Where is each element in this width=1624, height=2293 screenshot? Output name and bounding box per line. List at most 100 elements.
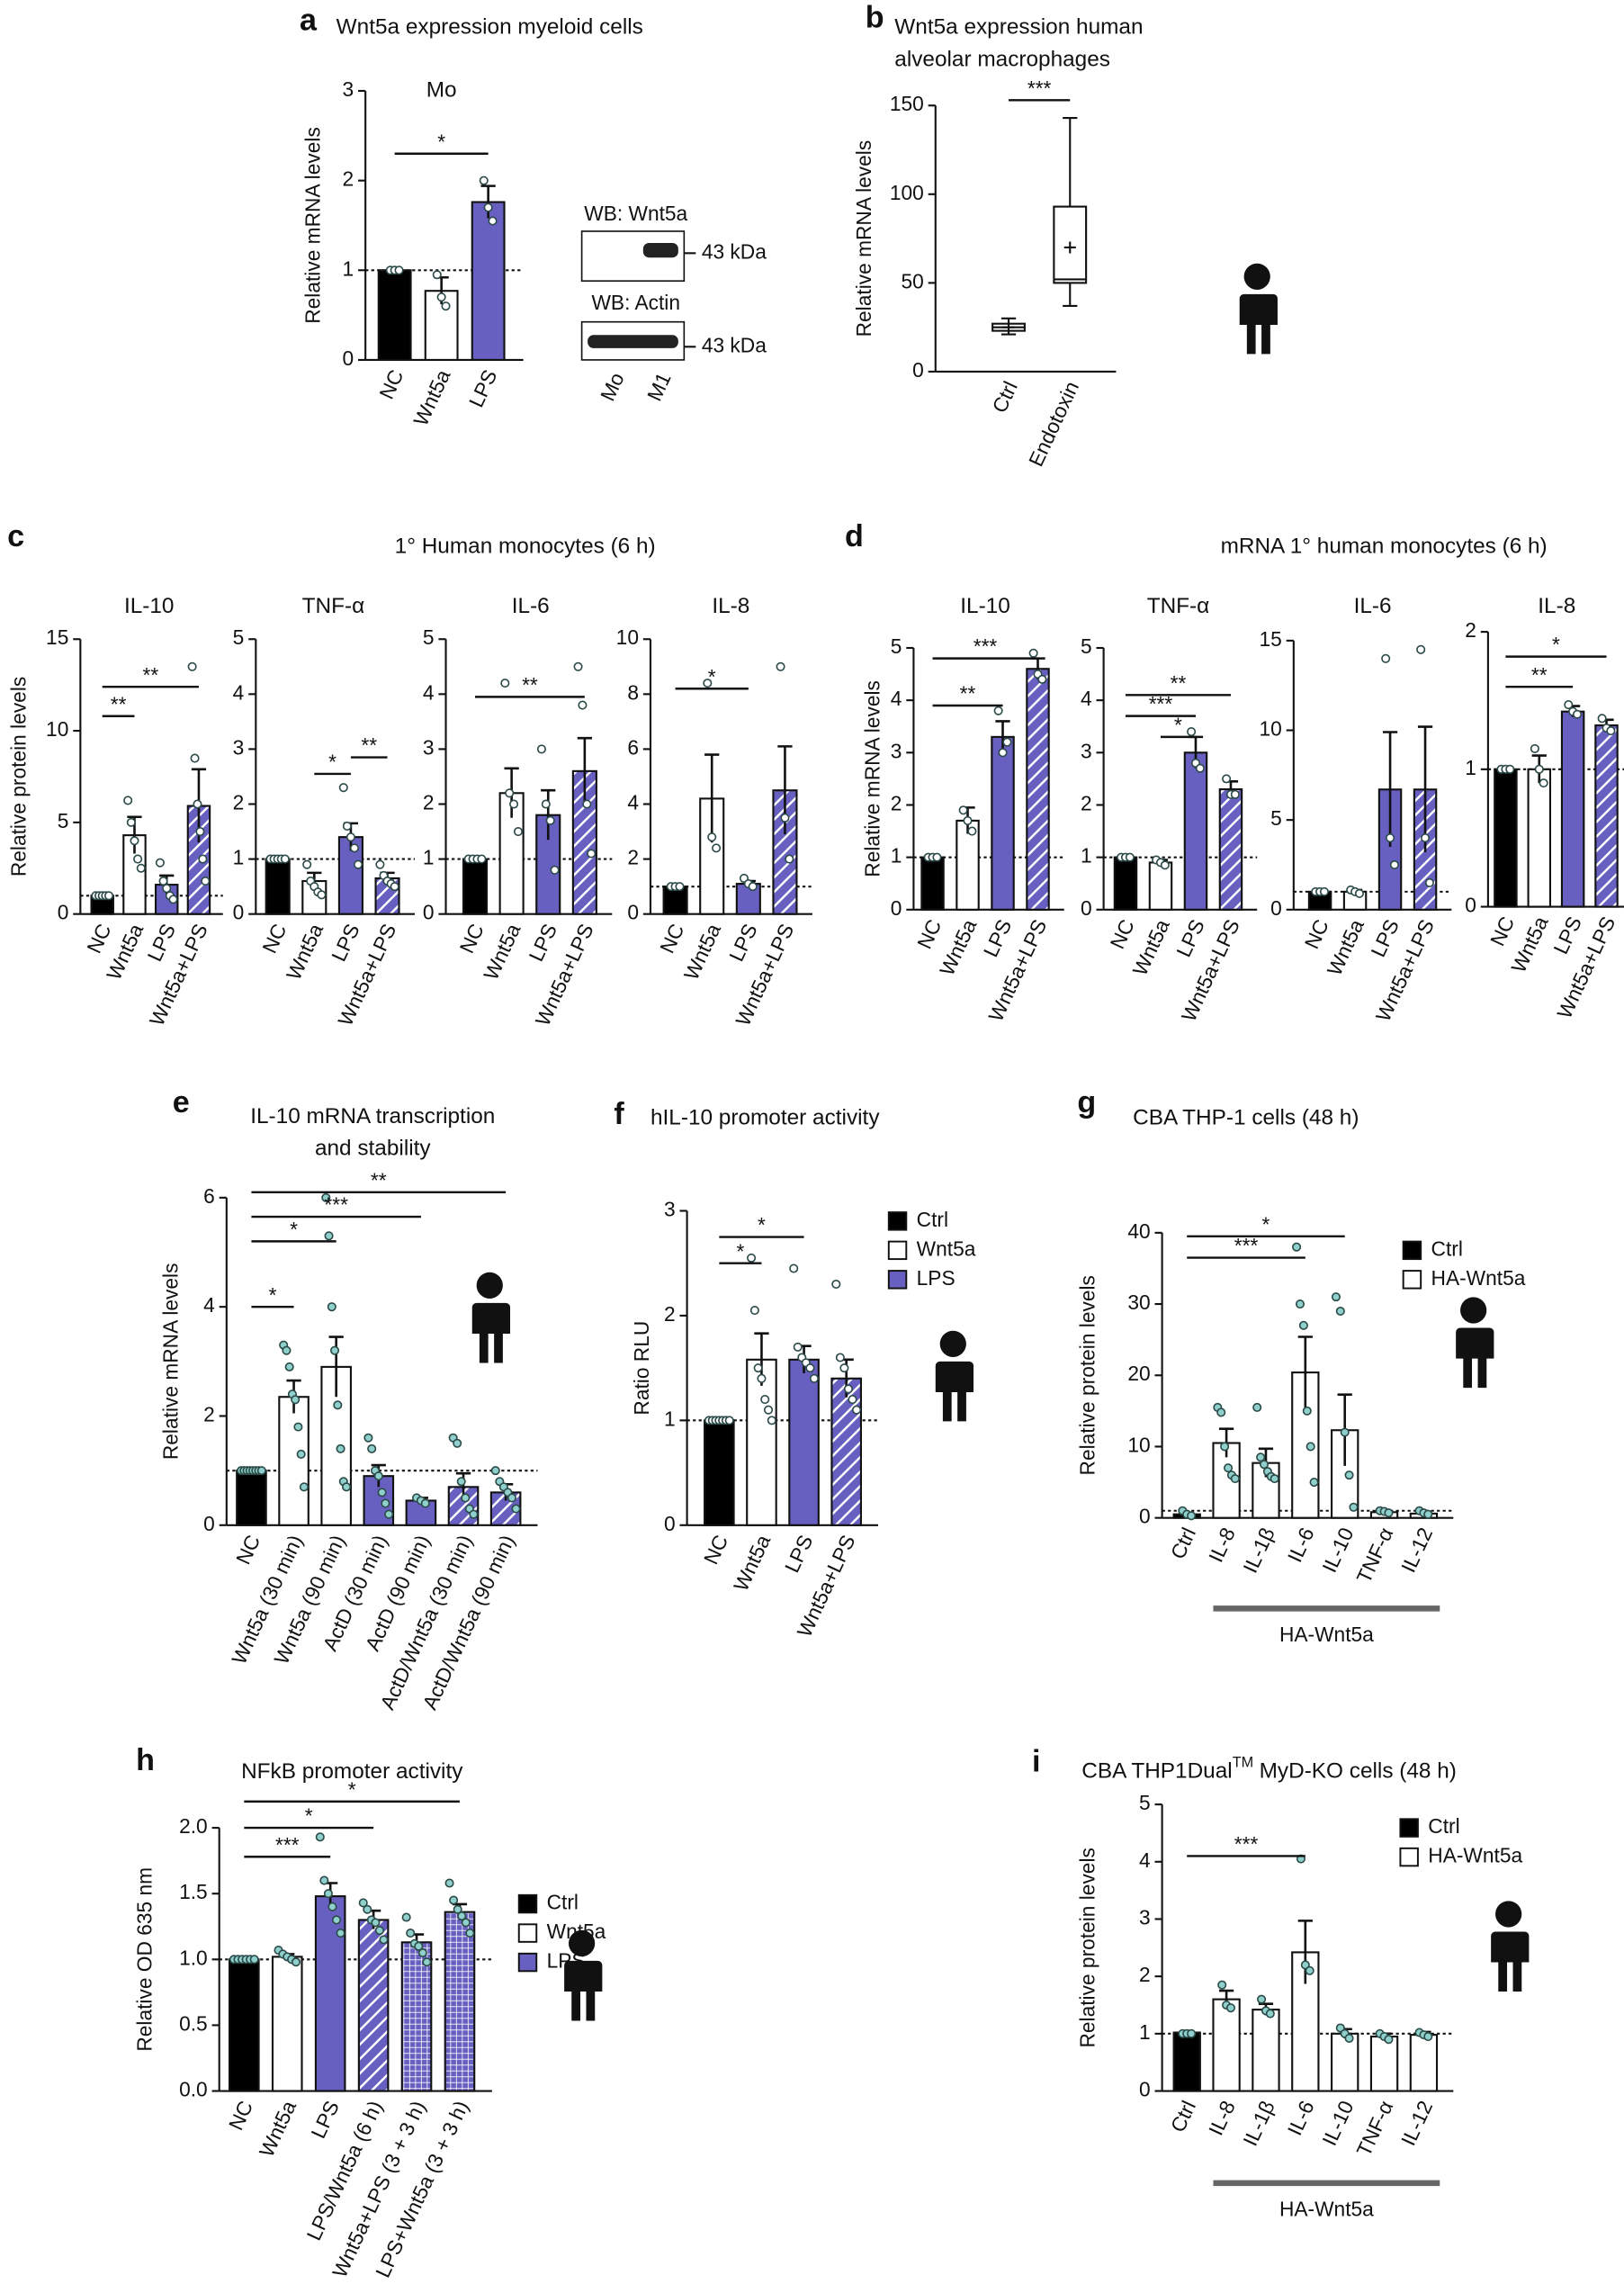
data-point	[453, 1438, 462, 1448]
western-blot: WB: Wnt5a 43 kDa WB: Actin 43 kDa Mo M1	[580, 202, 767, 404]
data-point	[1354, 888, 1364, 898]
data-point	[488, 216, 498, 226]
panel-letter: d	[845, 519, 864, 553]
data-point	[958, 805, 968, 815]
y-tick-label: 15	[1260, 627, 1282, 651]
data-point	[582, 799, 592, 809]
legend-swatch	[887, 1211, 908, 1231]
x-tick-label: IL-6	[1283, 2097, 1319, 2139]
data-point	[333, 1400, 343, 1410]
bar-hatch	[1596, 726, 1617, 906]
data-point	[201, 876, 211, 886]
data-point	[763, 1405, 774, 1415]
panel-letter: e	[173, 1085, 190, 1120]
data-point	[198, 854, 208, 864]
y-tick-label: 50	[901, 269, 923, 292]
data-point	[789, 1263, 799, 1273]
blot-label: WB: Actin	[591, 291, 680, 314]
y-tick-label: 2	[423, 791, 435, 814]
y-tick-label: 2	[627, 846, 639, 869]
data-point	[461, 1918, 471, 1928]
blot-band	[588, 335, 678, 348]
y-tick-label: 4	[233, 680, 245, 704]
data-point	[1298, 1320, 1308, 1330]
data-point	[330, 1345, 340, 1355]
blot-size: 43 kDa	[702, 333, 767, 356]
y-tick-label: 0	[1081, 896, 1092, 920]
data-point	[724, 1416, 734, 1425]
bar	[1331, 2032, 1359, 2092]
panel-heading: NFkB promoter activity	[241, 1759, 463, 1784]
data-point	[449, 1895, 459, 1905]
y-tick-label: 0	[664, 1512, 676, 1535]
data-point	[1384, 1508, 1394, 1518]
significance-label: **	[361, 733, 377, 757]
data-point	[477, 854, 487, 864]
error-bar	[704, 753, 720, 843]
group-label: HA-Wnt5a	[1279, 1623, 1374, 1646]
data-point	[967, 826, 977, 836]
significance-label: *	[708, 665, 716, 688]
panel-letter: g	[1077, 1085, 1096, 1120]
data-point	[1217, 1980, 1227, 1990]
y-tick-label: 0	[1465, 894, 1476, 917]
y-tick-label: 5	[1081, 634, 1092, 658]
x-tick-label: TNF-α	[1351, 2097, 1397, 2160]
data-point	[993, 706, 1003, 715]
significance-label: **	[1171, 671, 1187, 695]
data-point	[1230, 789, 1240, 799]
legend-swatch	[1399, 1847, 1419, 1867]
data-point	[793, 1342, 803, 1352]
significance-label: *	[1262, 1212, 1270, 1236]
data-point	[302, 859, 312, 869]
x-tick-label: LPS	[524, 920, 561, 965]
data-point	[780, 813, 790, 823]
data-point	[1505, 764, 1515, 774]
y-axis-label: Relative mRNA levels	[852, 140, 875, 337]
data-point	[1564, 700, 1574, 710]
y-tick-label: 3	[233, 735, 245, 759]
chart-title: IL-8	[712, 594, 749, 618]
data-point	[456, 1477, 466, 1487]
significance-label: ***	[275, 1833, 300, 1857]
data-point	[843, 1384, 853, 1394]
data-point	[373, 1471, 383, 1481]
bar	[271, 1956, 303, 2092]
x-tick-label: IL-8	[1204, 2097, 1240, 2139]
data-point	[345, 832, 355, 842]
data-point	[123, 796, 133, 805]
error-bar	[1382, 731, 1398, 848]
panel-letter: a	[300, 4, 318, 38]
data-point	[282, 1345, 292, 1355]
error-bar	[1297, 1920, 1313, 1984]
y-tick-label: 10	[616, 625, 639, 649]
data-point	[479, 175, 489, 185]
data-point	[1187, 727, 1197, 737]
x-tick-label: Ctrl	[1166, 2097, 1201, 2136]
data-point	[1423, 1509, 1433, 1519]
bar	[1369, 2035, 1399, 2092]
significance-label: ***	[1027, 76, 1052, 100]
data-point	[998, 748, 1008, 758]
human-icon	[471, 1272, 511, 1363]
chart-title: TNF-α	[1147, 594, 1210, 618]
significance-label: **	[111, 692, 127, 715]
data-point	[757, 1373, 767, 1383]
data-point	[457, 1911, 467, 1921]
x-tick-label: IL-12	[1396, 2097, 1437, 2149]
data-point	[327, 1302, 336, 1312]
data-point	[507, 1493, 516, 1503]
data-point	[747, 1253, 757, 1263]
data-point	[384, 1509, 394, 1519]
data-point	[1331, 1292, 1341, 1302]
legend-swatch	[517, 1893, 538, 1914]
data-point	[1606, 726, 1616, 736]
y-tick-label: 0.5	[179, 2011, 208, 2035]
legend-swatch	[1402, 1270, 1422, 1290]
data-point	[1270, 1474, 1279, 1484]
bar	[1494, 768, 1518, 908]
data-point	[1259, 1460, 1270, 1470]
data-point	[136, 863, 146, 873]
chart-title: IL-6	[1354, 594, 1392, 618]
data-point	[1037, 674, 1047, 684]
